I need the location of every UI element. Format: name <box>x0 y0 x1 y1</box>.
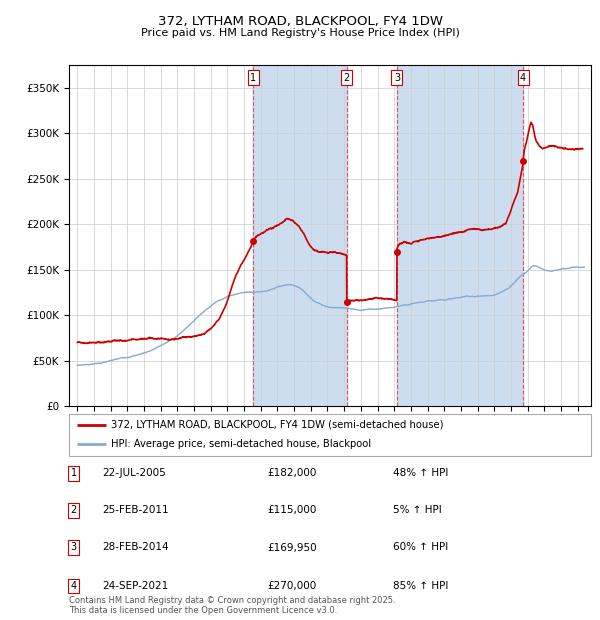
Text: 48% ↑ HPI: 48% ↑ HPI <box>393 468 448 478</box>
Text: 5% ↑ HPI: 5% ↑ HPI <box>393 505 442 515</box>
Text: £115,000: £115,000 <box>267 505 316 515</box>
Text: 1: 1 <box>250 73 256 82</box>
Text: 2: 2 <box>71 505 77 515</box>
FancyBboxPatch shape <box>69 414 591 456</box>
Text: 372, LYTHAM ROAD, BLACKPOOL, FY4 1DW (semi-detached house): 372, LYTHAM ROAD, BLACKPOOL, FY4 1DW (se… <box>111 420 443 430</box>
Text: £182,000: £182,000 <box>267 468 316 478</box>
Text: 4: 4 <box>520 73 526 82</box>
Text: £169,950: £169,950 <box>267 542 317 552</box>
Text: 372, LYTHAM ROAD, BLACKPOOL, FY4 1DW: 372, LYTHAM ROAD, BLACKPOOL, FY4 1DW <box>157 16 443 29</box>
Text: £270,000: £270,000 <box>267 581 316 591</box>
Text: 1: 1 <box>71 468 77 478</box>
Text: 3: 3 <box>394 73 400 82</box>
Text: 28-FEB-2014: 28-FEB-2014 <box>102 542 169 552</box>
Bar <box>253 65 347 406</box>
Text: Contains HM Land Registry data © Crown copyright and database right 2025.
This d: Contains HM Land Registry data © Crown c… <box>69 596 395 615</box>
Text: 2: 2 <box>344 73 350 82</box>
Text: 85% ↑ HPI: 85% ↑ HPI <box>393 581 448 591</box>
Text: 60% ↑ HPI: 60% ↑ HPI <box>393 542 448 552</box>
Text: HPI: Average price, semi-detached house, Blackpool: HPI: Average price, semi-detached house,… <box>111 440 371 450</box>
Text: 25-FEB-2011: 25-FEB-2011 <box>102 505 169 515</box>
Text: Price paid vs. HM Land Registry's House Price Index (HPI): Price paid vs. HM Land Registry's House … <box>140 28 460 38</box>
Text: 4: 4 <box>71 581 77 591</box>
Text: 24-SEP-2021: 24-SEP-2021 <box>102 581 168 591</box>
Bar <box>397 65 523 406</box>
Text: 3: 3 <box>71 542 77 552</box>
Text: 22-JUL-2005: 22-JUL-2005 <box>102 468 166 478</box>
